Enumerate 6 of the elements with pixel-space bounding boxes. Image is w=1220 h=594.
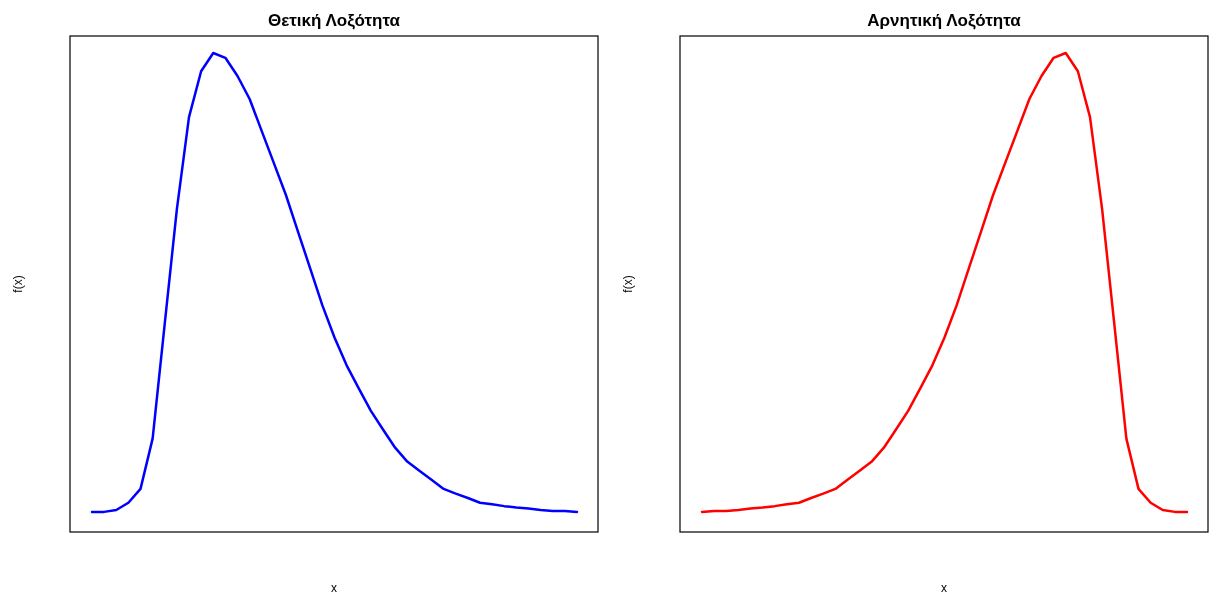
- chart-title: Αρνητική Λοξότητα: [867, 11, 1022, 30]
- y-axis-title: f(x): [11, 275, 25, 293]
- y-axis-title: f(x): [621, 275, 635, 293]
- x-axis-title: x: [331, 581, 337, 594]
- x-axis-title: x: [941, 581, 947, 594]
- chart-title: Θετική Λοξότητα: [267, 11, 401, 30]
